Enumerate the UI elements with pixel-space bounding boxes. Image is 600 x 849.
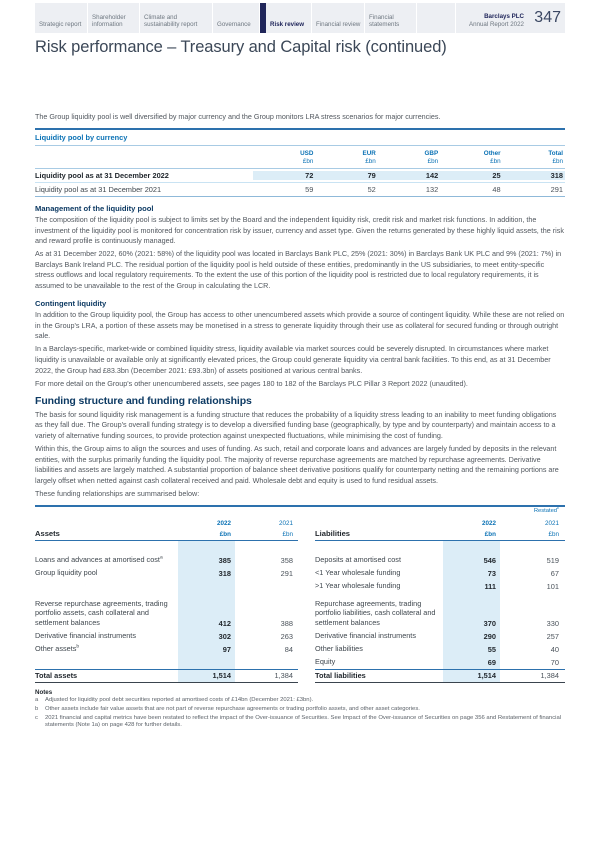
table-row-derivative-liabilities: Derivative financial instruments 290 257 (315, 630, 559, 641)
table-row-total-liabilities: Total liabilities 1,514 1,384 (315, 668, 565, 683)
table-row-gt1yr-wholesale: >1 Year wholesale funding 111 101 (315, 580, 559, 591)
liabilities-heading: Liabilities (315, 528, 351, 538)
liabilities-column-header: Liabilities £bn £bn (315, 528, 565, 541)
contingent-paragraph-2: In a Barclays-specific, market-wide or c… (35, 344, 551, 375)
restated-label: Restatedc (533, 504, 559, 514)
funding-paragraph-2: Within this, the Group aims to align the… (35, 444, 559, 485)
header-spacer (417, 3, 455, 33)
assets-table: 2022 2021 Assets £bn £bn Loans and advan… (35, 507, 298, 683)
liquidity-table-title: Liquidity pool by currency (35, 130, 565, 146)
table-row-liquidity-2021: Liquidity pool as at 31 December 2021 59… (35, 183, 565, 197)
note-b: b Other assets include fair value assets… (35, 705, 420, 712)
funding-relationships-tables: 2022 2021 Assets £bn £bn Loans and advan… (35, 504, 565, 683)
intro-paragraph: The Group liquidity pool is well diversi… (35, 112, 441, 121)
table-row-lt1yr-wholesale: <1 Year wholesale funding 73 67 (315, 567, 559, 578)
liabilities-2022-highlight-band (443, 540, 500, 683)
table-row-other-assets: Other assetsb 97 84 (35, 643, 293, 654)
brand-report-year: Annual Report 2022 (468, 20, 524, 28)
col-gbp: GBP (424, 149, 439, 157)
contingent-paragraph-1: In addition to the Group liquidity pool,… (35, 310, 565, 341)
tab-financial-review[interactable]: Financial review (312, 3, 365, 33)
assets-heading: Assets (35, 528, 60, 538)
report-nav-strip: Strategic report Shareholder information… (35, 3, 565, 33)
tab-risk-review-active[interactable]: Risk review (260, 3, 312, 33)
contingent-paragraph-3: For more detail on the Group's other une… (35, 378, 468, 388)
page-title: Risk performance – Treasury and Capital … (35, 38, 447, 56)
brand-block: Barclays PLC Annual Report 2022 (455, 3, 527, 33)
tab-shareholder-information[interactable]: Shareholder information (88, 3, 140, 33)
table-row-repurchase: Repurchase agreements, trading portfolio… (315, 598, 559, 628)
assets-restated-spacer (35, 507, 298, 516)
management-paragraph-2: As at 31 December 2022, 60% (2021: 58%) … (35, 249, 562, 291)
page-content: The Group liquidity pool is well diversi… (35, 112, 565, 730)
col-usd: USD (300, 149, 314, 157)
heading-management-liquidity-pool: Management of the liquidity pool (35, 203, 154, 213)
assets-column-header: Assets £bn £bn (35, 528, 298, 541)
liabilities-table: Restatedc 2022 2021 Liabilities £bn £bn … (315, 504, 565, 683)
table-row-group-liquidity-pool: Group liquidity pool 318 291 (35, 567, 293, 578)
heading-contingent-liquidity: Contingent liquidity (35, 298, 107, 308)
notes-heading: Notes (35, 688, 53, 696)
table-row-reverse-repurchase: Reverse repurchase agreements, trading p… (35, 598, 293, 628)
tab-climate-sustainability[interactable]: Climate and sustainability report (140, 3, 213, 33)
table-row-liquidity-2022: Liquidity pool as at 31 December 2022 72… (35, 169, 565, 183)
assets-year-header: 2022 2021 (216, 519, 293, 527)
tab-financial-statements[interactable]: Financial statements (365, 3, 417, 33)
liquidity-pool-table: Liquidity pool by currency USD EUR GBP O… (35, 127, 565, 197)
funding-paragraph-1: The basis for sound liquidity risk manag… (35, 409, 557, 440)
table-row-derivative-assets: Derivative financial instruments 302 263 (35, 630, 293, 641)
table-row-equity: Equity 69 70 (315, 656, 559, 667)
table-row-deposits: Deposits at amortised cost 546 519 (315, 554, 559, 565)
col-eur: EUR (362, 149, 376, 157)
heading-funding-structure: Funding structure and funding relationsh… (35, 395, 252, 408)
liquidity-table-currency-header: USD EUR GBP Other Total (35, 146, 565, 157)
brand-name: Barclays PLC (484, 12, 524, 20)
tab-strategic-report[interactable]: Strategic report (35, 3, 88, 33)
note-c: c 2021 financial and capital metrics hav… (35, 714, 562, 729)
col-other: Other (483, 149, 501, 157)
table-row-other-liabilities: Other liabilities 55 40 (315, 643, 559, 654)
table-row-loans-advances: Loans and advances at amortised costa 38… (35, 554, 293, 565)
management-paragraph-1: The composition of the liquidity pool is… (35, 215, 564, 246)
liabilities-year-header: 2022 2021 (481, 519, 559, 527)
funding-paragraph-3: These funding relationships are summaris… (35, 488, 200, 498)
assets-2022-highlight-band (178, 540, 235, 683)
assets-spacer-row (35, 656, 298, 669)
page-number: 347 (534, 9, 561, 26)
liquidity-table-unit-row: £bn £bn £bn £bn £bn (35, 157, 565, 169)
notes-section: Notes a Adjusted for liquidity pool debt… (35, 689, 565, 731)
note-a: a Adjusted for liquidity pool debt secur… (35, 696, 314, 703)
col-total: Total (548, 149, 563, 157)
table-row-total-assets: Total assets 1,514 1,384 (35, 668, 298, 683)
assets-spacer-row (35, 580, 298, 593)
tab-governance[interactable]: Governance (213, 3, 260, 33)
